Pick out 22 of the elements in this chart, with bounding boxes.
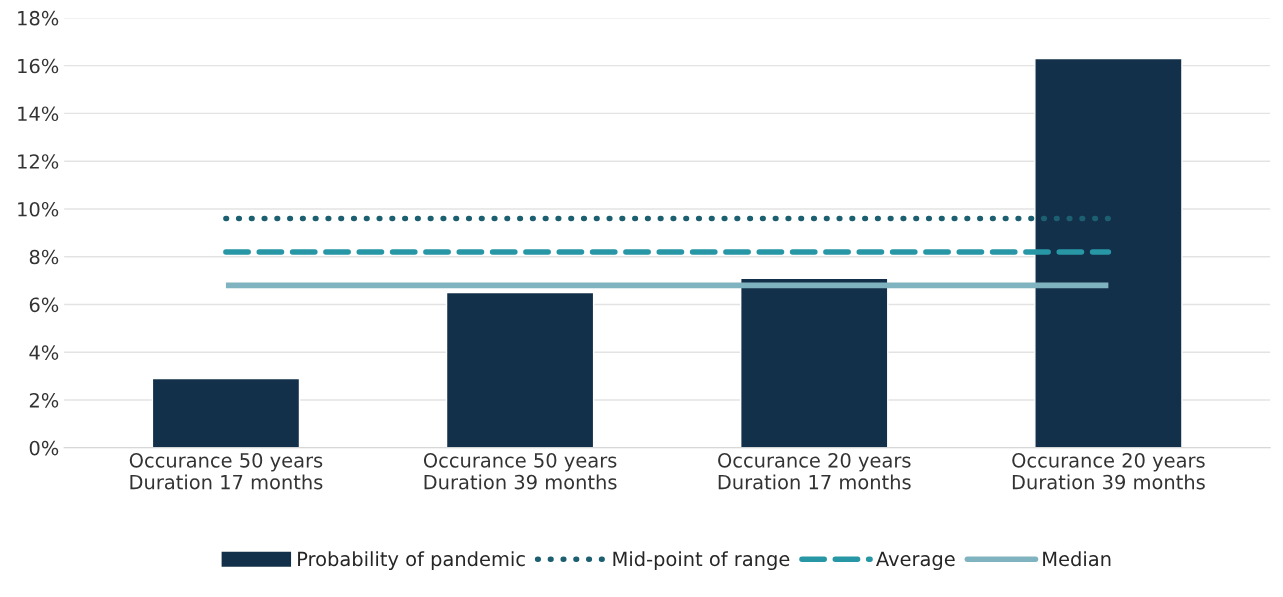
- y-tick-label: 2%: [29, 392, 59, 408]
- bar: [1034, 57, 1183, 448]
- y-tick-label: 0%: [29, 440, 59, 456]
- legend-label: Probability of pandemic: [298, 551, 525, 571]
- y-tick-label: 8%: [29, 249, 59, 265]
- y-tick-label: 12%: [18, 154, 59, 169]
- bar: [445, 291, 595, 448]
- y-tick-label: 18%: [18, 10, 59, 26]
- y-tick-label: 6%: [29, 297, 59, 313]
- x-tick-label: Occurance 50 years Duration 17 months: [129, 452, 323, 490]
- legend-label: Mid-point of range: [613, 551, 790, 571]
- y-tick-label: 14%: [18, 106, 59, 122]
- bar: [151, 377, 301, 448]
- x-tick-label: Occurance 20 years Duration 17 months: [718, 452, 911, 490]
- legend-label: Average: [876, 551, 955, 571]
- bar: [740, 277, 889, 448]
- y-tick-label: 4%: [29, 345, 59, 360]
- x-tick-label: Occurance 50 years Duration 39 months: [423, 452, 617, 490]
- x-tick-label: Occurance 20 years Duration 39 months: [1012, 452, 1205, 490]
- legend-label: Median: [1043, 551, 1111, 567]
- y-tick-label: 10%: [18, 201, 59, 217]
- y-tick-label: 16%: [18, 58, 59, 74]
